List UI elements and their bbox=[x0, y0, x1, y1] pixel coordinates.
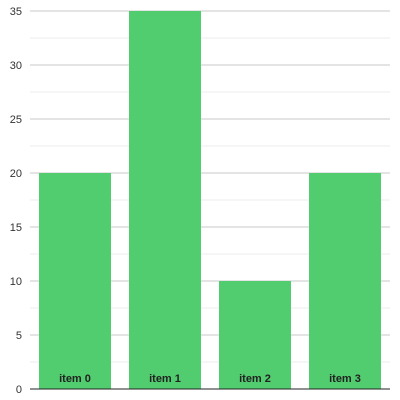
y-tick-label: 20 bbox=[10, 168, 22, 180]
bar bbox=[129, 11, 201, 389]
x-category-label: item 2 bbox=[239, 373, 271, 385]
y-tick-label: 10 bbox=[10, 276, 22, 288]
bar bbox=[309, 173, 381, 389]
bar bbox=[39, 173, 111, 389]
y-tick-label: 25 bbox=[10, 114, 22, 126]
y-tick-label: 5 bbox=[16, 330, 22, 342]
y-axis: 0 5 10 15 20 25 30 35 bbox=[10, 6, 22, 396]
bars-layer: item 0 item 1 item 2 item 3 bbox=[39, 11, 381, 389]
bar bbox=[219, 281, 291, 389]
x-category-label: item 1 bbox=[149, 373, 181, 385]
y-tick-label: 15 bbox=[10, 222, 22, 234]
y-tick-label: 30 bbox=[10, 60, 22, 72]
x-category-label: item 3 bbox=[329, 373, 361, 385]
x-category-label: item 0 bbox=[59, 373, 91, 385]
y-tick-label: 35 bbox=[10, 6, 22, 18]
y-tick-label: 0 bbox=[16, 384, 22, 396]
